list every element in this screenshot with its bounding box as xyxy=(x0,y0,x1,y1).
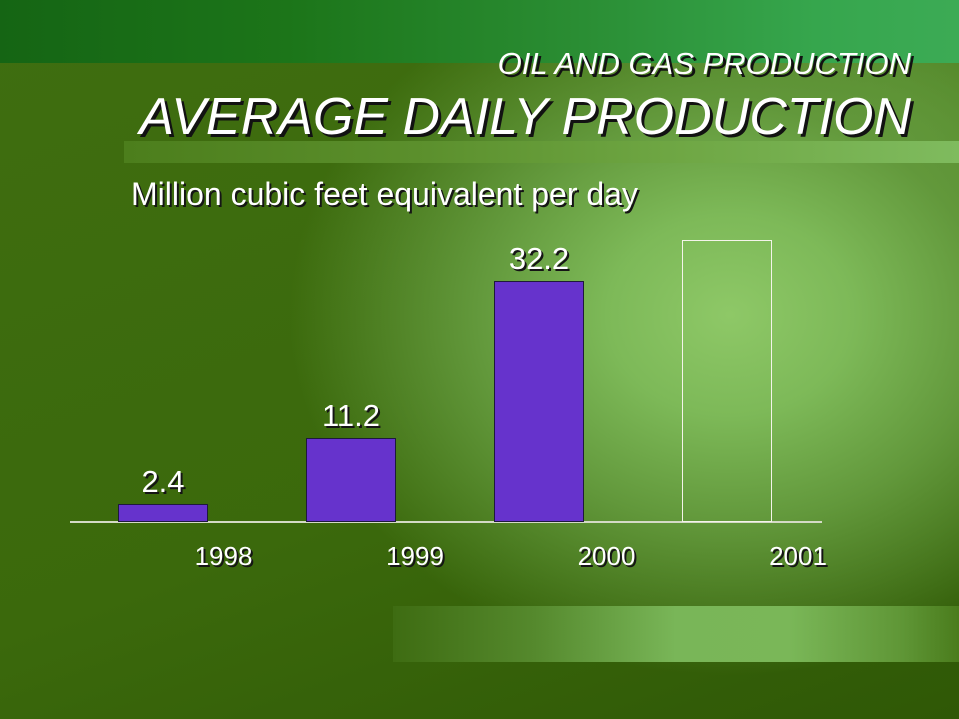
data-label-1999: 11.2 xyxy=(321,398,381,433)
bar-2001 xyxy=(682,240,772,522)
chart-subtitle: Million cubic feet equivalent per day xyxy=(131,176,638,212)
footer-accent-bar xyxy=(393,606,959,662)
data-label-1998: 2.4 xyxy=(141,464,185,499)
bar-chart: 2.4 1998 11.2 1999 32.2 2000 2001 xyxy=(70,222,850,582)
category-label-2001: 2001 xyxy=(769,541,827,571)
title-underline-bar xyxy=(124,141,959,163)
bar-1998 xyxy=(118,504,208,522)
section-title: OIL AND GAS PRODUCTION xyxy=(497,46,911,81)
bar-2000 xyxy=(494,280,584,522)
x-axis-baseline xyxy=(70,521,822,523)
category-label-2000: 2000 xyxy=(577,541,636,571)
category-label-1998: 1998 xyxy=(194,541,253,571)
slide-title: AVERAGE DAILY PRODUCTION xyxy=(139,88,911,146)
data-label-2000: 32.2 xyxy=(508,240,570,276)
bar-1999 xyxy=(306,438,396,522)
category-label-1999: 1999 xyxy=(386,541,444,571)
header-band xyxy=(0,0,959,63)
